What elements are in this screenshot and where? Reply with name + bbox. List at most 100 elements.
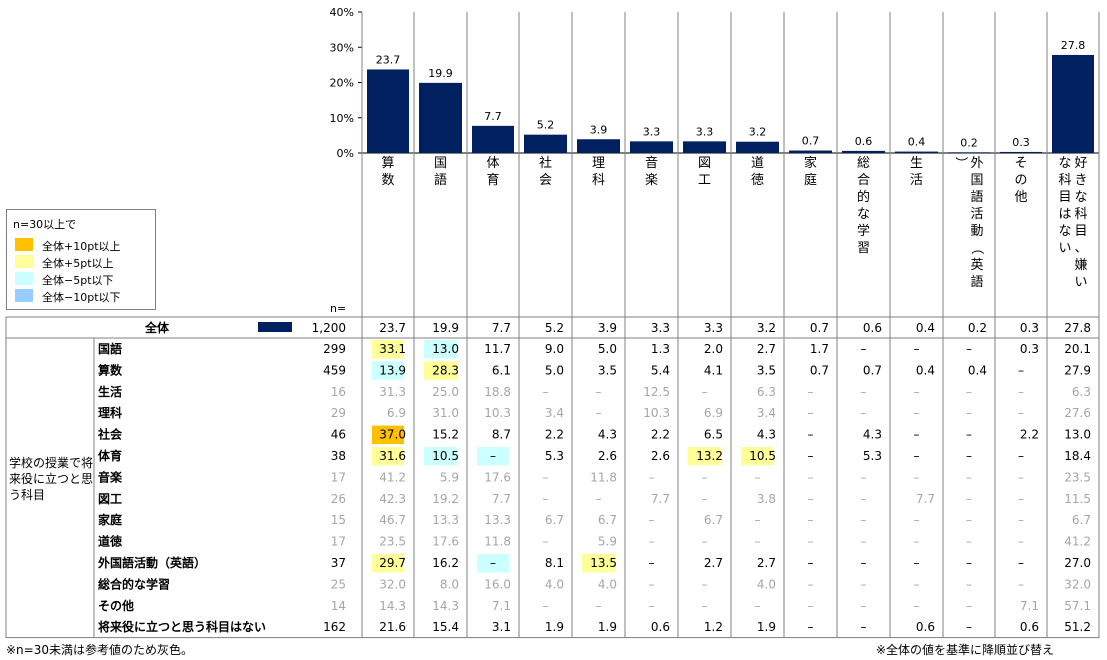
bar	[948, 152, 990, 153]
row-label: 道徳	[98, 534, 122, 549]
row-value: –	[966, 577, 972, 591]
bar-value-label: 3.3	[696, 125, 714, 138]
row-label: その他	[98, 598, 134, 613]
row-value: 4.0	[545, 577, 564, 591]
row-value: –	[861, 470, 867, 484]
row-value: –	[861, 492, 867, 506]
row-value: –	[649, 513, 655, 527]
row-value: 9.0	[545, 342, 564, 356]
row-value: 6.3	[757, 385, 776, 399]
bar-value-label: 0.4	[908, 136, 926, 149]
row-value: 7.7	[492, 492, 511, 506]
row-value: 23.5	[1064, 470, 1091, 484]
total-row-swatch	[258, 322, 292, 332]
row-value: –	[1018, 535, 1024, 549]
row-value: 2.6	[651, 449, 670, 463]
row-value: –	[914, 599, 920, 613]
category-label-char: 徳	[751, 173, 764, 188]
total-row-value: 3.3	[651, 321, 670, 335]
row-value: 7.1	[1020, 599, 1039, 613]
row-n: 17	[331, 535, 346, 549]
row-value: 21.6	[379, 620, 406, 634]
total-row-value: 19.9	[432, 321, 459, 335]
row-value: 14.3	[432, 599, 459, 613]
category-label-char: 図	[698, 156, 711, 171]
n-header: n=	[330, 302, 347, 315]
row-value: –	[966, 620, 972, 634]
row-value: –	[861, 535, 867, 549]
row-label: 将来役に立つと思う科目はない	[98, 619, 266, 634]
row-value: –	[966, 535, 972, 549]
row-value: –	[808, 428, 814, 442]
category-label-char: 他	[1014, 190, 1027, 205]
total-row-value: 0.3	[1020, 321, 1039, 335]
row-value: 1.9	[545, 620, 564, 634]
total-row-value: 0.2	[968, 321, 987, 335]
row-value: –	[543, 599, 549, 613]
row-n: 25	[331, 577, 346, 591]
bars: 23.7 19.9 7.7 5.2 3.9 3.3 3.3 3.2 0.7 0.6 0.4 0.2 0.…	[367, 39, 1094, 153]
legend-label: 全体+5pt以上	[42, 257, 114, 270]
row-value: –	[808, 385, 814, 399]
row-value: 32.0	[379, 577, 406, 591]
row-value: –	[861, 342, 867, 356]
row-value: 20.1	[1064, 342, 1091, 356]
category-label-char: 算	[381, 156, 394, 171]
row-value: 13.3	[484, 513, 511, 527]
total-row-value: 7.7	[492, 321, 511, 335]
row-n: 459	[323, 363, 346, 377]
row-value: –	[808, 620, 814, 634]
row-value: –	[914, 556, 920, 570]
total-row-label: 全体	[144, 320, 170, 335]
legend-swatch	[15, 238, 33, 251]
row-value: 25.0	[432, 385, 459, 399]
row-value: 31.0	[432, 406, 459, 420]
row-value: 0.4	[968, 363, 987, 377]
row-value: 2.7	[757, 556, 776, 570]
cell-highlight	[688, 447, 721, 466]
row-value: 4.3	[757, 428, 776, 442]
row-value: 2.2	[545, 428, 564, 442]
row-value: –	[543, 492, 549, 506]
row-value: 37.0	[379, 428, 406, 442]
category-label-char: 科	[1058, 173, 1071, 188]
y-tick-label: 10%	[330, 112, 354, 125]
bar-value-label: 0.6	[855, 135, 873, 148]
row-value: –	[914, 406, 920, 420]
row-label: 総合的な学習	[98, 576, 170, 591]
row-value: 18.8	[484, 385, 511, 399]
row-value: 28.3	[432, 363, 459, 377]
row-value: –	[490, 449, 496, 463]
bar-value-label: 0.7	[802, 135, 820, 148]
row-value: 10.5	[432, 449, 459, 463]
row-value: 1.9	[757, 620, 776, 634]
bar	[524, 134, 567, 153]
row-value: –	[702, 385, 708, 399]
cell-highlight	[372, 554, 404, 573]
category-label-char: 語	[970, 274, 983, 290]
row-value: –	[808, 470, 814, 484]
row-label: 国語	[98, 341, 122, 356]
row-value: 27.0	[1064, 556, 1091, 570]
row-value: 6.7	[1072, 513, 1091, 527]
row-label: 外国語活動（英語）	[98, 555, 206, 570]
total-row-value: 3.2	[757, 321, 776, 335]
row-value: 13.9	[379, 363, 406, 377]
row-label: 家庭	[98, 512, 122, 527]
cell-highlight	[424, 361, 457, 380]
category-label-char: 道	[751, 156, 764, 171]
row-value: 1.7	[810, 342, 829, 356]
row-value: 27.9	[1064, 363, 1091, 377]
row-value: 18.4	[1064, 449, 1091, 463]
row-value: –	[702, 470, 708, 484]
row-value: 3.5	[598, 363, 617, 377]
row-value: 10.3	[484, 406, 511, 420]
row-value: –	[966, 556, 972, 570]
bar-value-label: 23.7	[376, 53, 401, 66]
y-tick-label: 40%	[330, 6, 354, 19]
row-value: 41.2	[379, 470, 406, 484]
row-value: 3.4	[545, 406, 564, 420]
row-value: 6.5	[704, 428, 723, 442]
category-label-char: 生	[910, 156, 923, 171]
